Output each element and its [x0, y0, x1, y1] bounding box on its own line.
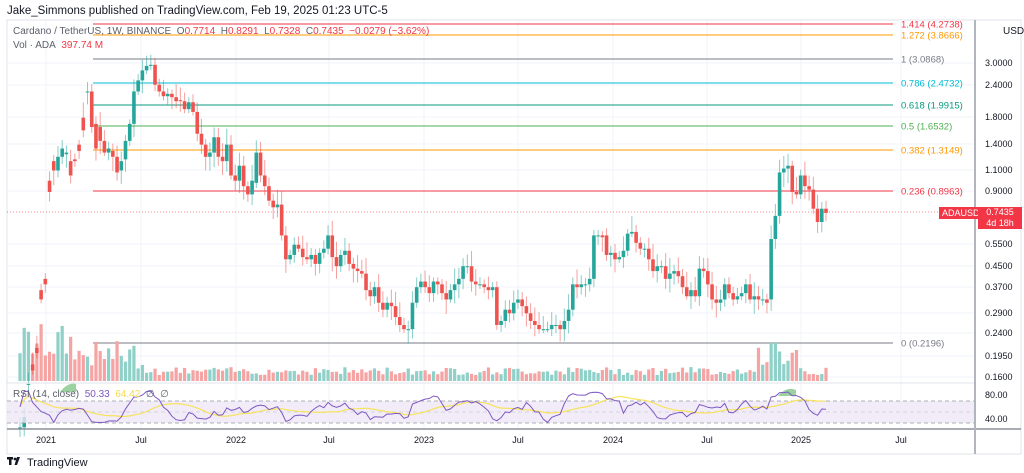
fib-level[interactable]: 0.786 (2.4732) — [93, 79, 963, 90]
time-tick: 2022 — [226, 435, 246, 445]
tradingview-logo-icon — [7, 456, 23, 469]
fib-level[interactable]: 1.272 (3.8666) — [93, 31, 963, 42]
currency-label[interactable]: USDT — [1003, 26, 1024, 37]
time-tick: Jul — [895, 435, 907, 445]
last-price-symbol-tag: ADAUSDT — [939, 207, 989, 219]
svg-text:0.382 (1.3149): 0.382 (1.3149) — [901, 146, 963, 157]
open-label: O — [176, 26, 185, 37]
svg-text:0 (0.2196): 0 (0.2196) — [901, 339, 944, 350]
svg-text:1 (3.0868): 1 (3.0868) — [901, 55, 944, 66]
rsi-ma-value: 64.42 — [115, 389, 141, 400]
fib-level[interactable]: 0 (0.2196) — [93, 339, 944, 350]
rsi-line — [19, 390, 827, 424]
footer-brand[interactable]: TradingView — [7, 456, 88, 469]
price-tick: 0.3700 — [985, 282, 1013, 292]
empty-set-icon: ∅ — [145, 389, 155, 400]
symbol-title[interactable]: Cardano / TetherUS, 1W, BINANCE — [13, 26, 172, 37]
low-label: L — [264, 26, 270, 37]
price-tick: 0.1600 — [985, 372, 1013, 382]
high-value: 0.8291 — [227, 26, 259, 37]
bar-countdown: 4d 18h — [986, 218, 1014, 228]
fib-level[interactable]: 0.618 (1.9915) — [93, 101, 963, 112]
price-tick: 0.5500 — [985, 239, 1013, 249]
high-label: H — [220, 26, 228, 37]
low-value: 0.7328 — [269, 26, 301, 37]
time-axis[interactable]: 2021 Jul 2022 Jul 2023 Jul 2024 Jul 2025 Jul — [36, 435, 907, 445]
fib-level[interactable]: 0.236 (0.8963) — [93, 187, 963, 198]
price-tick: 1.8000 — [985, 112, 1013, 122]
svg-text:0.5 (1.6532): 0.5 (1.6532) — [901, 122, 952, 133]
open-value: 0.7714 — [184, 26, 216, 37]
fib-level[interactable]: 0.382 (1.3149) — [93, 146, 963, 157]
fib-retracement[interactable]: 1.414 (4.2738)1.272 (3.8666) 1 (3.0868) 0.… — [93, 20, 963, 350]
price-tick: 0.1950 — [985, 351, 1013, 361]
svg-text:1.272 (3.8666): 1.272 (3.8666) — [901, 31, 963, 42]
svg-text:1.414 (4.2738): 1.414 (4.2738) — [901, 20, 963, 31]
rsi-overbought-fill — [60, 383, 796, 396]
time-tick: Jul — [701, 435, 713, 445]
symbol-legend[interactable]: Cardano / TetherUS, 1W, BINANCE O0.7714 … — [13, 25, 429, 53]
candlesticks — [18, 54, 828, 437]
close-value: 0.7435 — [313, 26, 344, 37]
price-tick: 0.2900 — [985, 308, 1013, 318]
price-tick: 1.1000 — [985, 165, 1013, 175]
price-tick: 0.9000 — [985, 186, 1013, 196]
rsi-value: 50.33 — [84, 389, 110, 400]
last-price-value: 0.7435 — [986, 207, 1014, 217]
volume-value: 397.74 M — [61, 40, 104, 51]
svg-text:0.236 (0.8963): 0.236 (0.8963) — [901, 187, 963, 198]
price-tick: 0.4500 — [985, 261, 1013, 271]
last-price-tag: 0.7435 4d 18h — [978, 207, 1022, 229]
time-tick: Jul — [135, 435, 147, 445]
fib-level[interactable]: 1 (3.0868) — [93, 55, 944, 66]
volume-bars — [18, 324, 828, 381]
price-tick: 0.2400 — [985, 328, 1013, 338]
time-tick: Jul — [512, 435, 524, 445]
volume-label[interactable]: Vol · ADA — [13, 40, 56, 51]
rsi-ma-line — [19, 395, 826, 418]
grid-lines — [7, 20, 975, 429]
fib-level[interactable]: 0.5 (1.6532) — [93, 122, 952, 133]
fib-level[interactable]: 1.414 (4.2738) — [93, 20, 963, 31]
price-tick: 3.0000 — [985, 58, 1013, 68]
time-tick: 2025 — [791, 435, 811, 445]
price-tick: 80.00 — [985, 390, 1008, 400]
price-axis[interactable]: 3.0000 2.4000 1.8000 1.4000 1.1000 0.9000 0.55… — [985, 58, 1013, 424]
svg-text:0.618 (1.9915): 0.618 (1.9915) — [901, 101, 963, 112]
svg-text:0.786 (2.4732): 0.786 (2.4732) — [901, 79, 963, 90]
rsi-label[interactable]: RSI (14, close) — [13, 389, 80, 400]
rsi-legend[interactable]: RSI (14, close) 50.33 64.42 ∅ ∅ — [13, 389, 169, 400]
time-tick: 2024 — [603, 435, 623, 445]
published-line: Jake_Simmons published on TradingView.co… — [7, 5, 388, 17]
chart-border — [6, 19, 1022, 455]
change-value: −0.0279 (−3.62%) — [349, 26, 430, 37]
brand-name: TradingView — [27, 456, 88, 469]
empty-set-icon: ∅ — [160, 389, 169, 400]
close-label: C — [305, 26, 314, 37]
price-tick: 40.00 — [985, 414, 1008, 424]
time-tick: 2023 — [414, 435, 434, 445]
time-tick: 2021 — [36, 435, 56, 445]
price-tick: 1.4000 — [985, 139, 1013, 149]
price-tick: 2.4000 — [985, 80, 1013, 90]
time-tick: Jul — [323, 435, 335, 445]
